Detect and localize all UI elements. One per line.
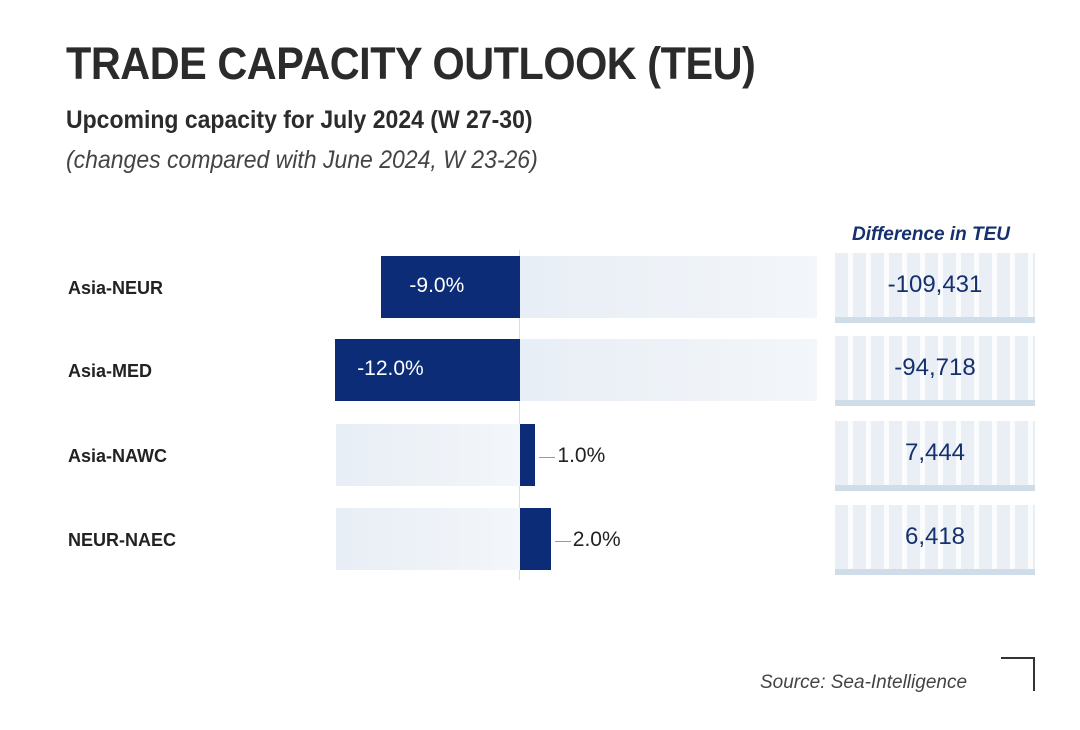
category-label: Asia-NAWC — [68, 446, 168, 466]
difference-box: -109,431 — [835, 253, 1035, 323]
difference-box: 7,444 — [835, 421, 1035, 491]
leader-line — [554, 541, 571, 542]
bar-background — [336, 424, 520, 486]
bar — [520, 424, 536, 486]
bar-background — [336, 508, 520, 570]
corner-decoration — [1001, 657, 1035, 691]
source-note: Source: Sea-Intelligence — [760, 672, 968, 693]
leader-line — [539, 457, 556, 458]
bar — [520, 508, 551, 570]
bar-background — [520, 339, 817, 401]
category-label: NEUR-NAEC — [68, 530, 176, 550]
category-label: Asia-MED — [68, 361, 153, 381]
chart-title: TRADE CAPACITY OUTLOOK (TEU) — [66, 38, 756, 89]
value-label: 2.0% — [572, 528, 621, 551]
difference-value: -94,718 — [894, 354, 976, 381]
difference-box: -94,718 — [835, 336, 1035, 406]
difference-value: 6,418 — [904, 523, 966, 550]
difference-box: 6,418 — [835, 505, 1035, 575]
bar — [381, 256, 520, 318]
value-label: 1.0% — [557, 444, 606, 467]
difference-value: 7,444 — [904, 439, 966, 466]
value-label: -12.0% — [357, 357, 424, 380]
difference-header: Difference in TEU — [852, 224, 1011, 245]
bar — [335, 339, 520, 401]
difference-value: -109,431 — [887, 271, 983, 298]
chart-subtitle: Upcoming capacity for July 2024 (W 27-30… — [66, 106, 533, 134]
zero-axis-line — [519, 250, 520, 580]
chart-note: (changes compared with June 2024, W 23-2… — [66, 146, 538, 174]
value-label: -9.0% — [409, 274, 465, 297]
bar-background — [520, 256, 817, 318]
category-label: Asia-NEUR — [68, 278, 164, 298]
